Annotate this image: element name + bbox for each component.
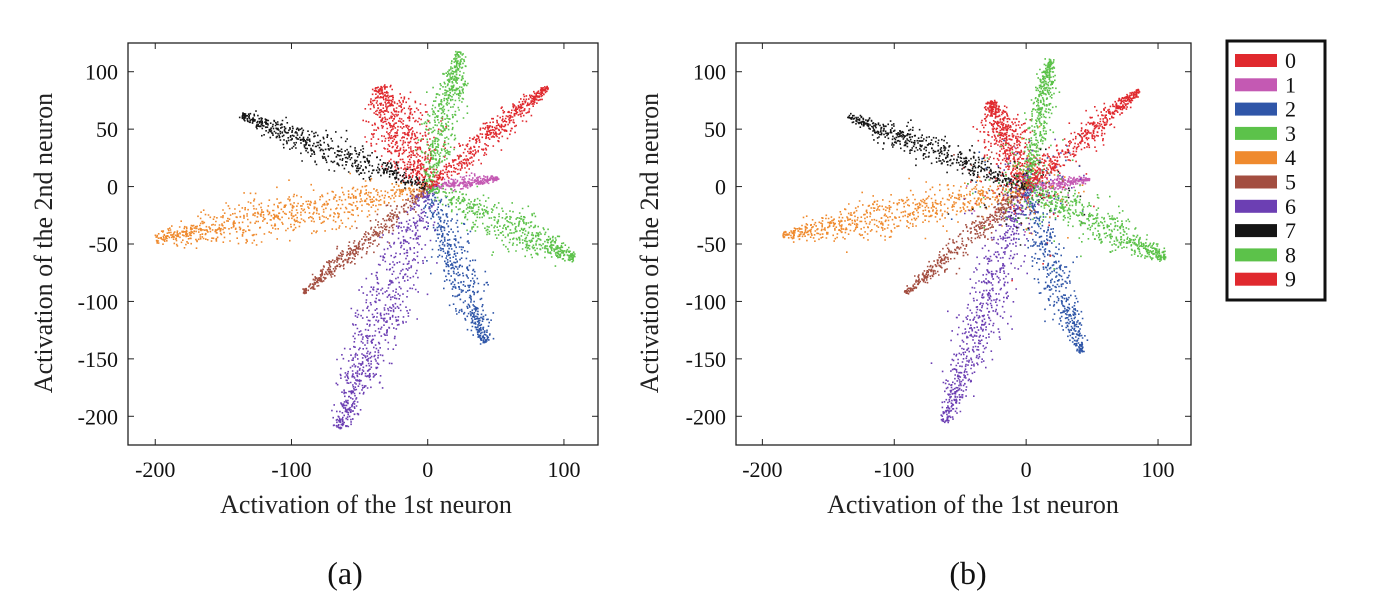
series-1: [966, 146, 1091, 233]
series-0: [362, 84, 447, 189]
series-3: [414, 50, 469, 187]
y-tick-label: -200: [686, 404, 726, 429]
x-tick-label: -100: [271, 457, 311, 482]
legend-label-9: 9: [1285, 267, 1296, 292]
x-tick-label: -100: [874, 457, 914, 482]
series-1-points: [428, 172, 500, 192]
y-tick-label: -50: [89, 232, 118, 257]
scatter-points: [154, 50, 576, 430]
x-tick-label: -200: [135, 457, 175, 482]
series-8-points: [1030, 185, 1167, 262]
y-tick-label: -200: [78, 404, 118, 429]
series-5-points: [903, 186, 1028, 295]
series-4-points: [782, 177, 1027, 253]
series-9: [980, 88, 1141, 257]
legend-label-8: 8: [1285, 242, 1296, 267]
series-3-points: [1021, 58, 1061, 188]
series-9: [426, 85, 549, 190]
series-2-points: [1022, 187, 1089, 354]
y-tick-label: -100: [686, 289, 726, 314]
series-9-points: [1027, 88, 1141, 189]
y-tick-label: 0: [715, 175, 726, 200]
legend-swatch-2: [1235, 102, 1277, 116]
legend-swatch-6: [1235, 199, 1277, 213]
series-9-points: [426, 85, 549, 190]
series-1: [428, 172, 500, 192]
legend-label-4: 4: [1285, 145, 1296, 170]
series-5: [903, 145, 1068, 295]
y-tick-label: 100: [85, 60, 118, 85]
x-tick-label: 100: [1142, 457, 1175, 482]
x-tick-label: 100: [547, 457, 580, 482]
series-4: [154, 172, 429, 249]
legend-label-7: 7: [1285, 218, 1296, 243]
panel-a-ylabel: Activation of the 2nd neuron: [29, 93, 58, 393]
y-tick-label: 50: [96, 117, 118, 142]
series-8-points: [426, 183, 576, 267]
y-tick-label: 0: [107, 175, 118, 200]
legend-swatch-3: [1235, 126, 1277, 140]
panel-b-xlabel: Activation of the 1st neuron: [827, 490, 1119, 519]
y-tick-label: -150: [686, 347, 726, 372]
series-0-points: [362, 84, 447, 189]
panel-b-caption: (b): [949, 555, 986, 591]
legend-swatch-8: [1235, 248, 1277, 262]
series-4: [782, 125, 1085, 253]
legend-swatch-9: [1235, 272, 1277, 286]
x-tick-label: 0: [1021, 457, 1032, 482]
legend-label-3: 3: [1285, 121, 1296, 146]
panel-a-caption: (a): [327, 555, 363, 591]
series-7: [238, 110, 427, 190]
legend-swatch-4: [1235, 151, 1277, 165]
series-8: [967, 137, 1167, 262]
y-tick-label: -50: [697, 232, 726, 257]
series-6: [930, 138, 1085, 424]
series-4-points: [154, 172, 429, 249]
series-6: [331, 190, 438, 430]
series-1-points: [1027, 175, 1091, 192]
panel-b: -200 -100 0 100 -200 -150 -100 -50 0 50 100: [686, 42, 1192, 482]
y-tick-label: -150: [78, 347, 118, 372]
legend-label-6: 6: [1285, 194, 1296, 219]
legend-label-5: 5: [1285, 170, 1296, 195]
series-2-points: [422, 185, 495, 345]
scatter-points: [782, 58, 1167, 424]
panel-b-ylabel: Activation of the 2nd neuron: [635, 93, 664, 393]
panel-a: -200 -100 0 100 -200 -150 -100 -50 0 50 100: [78, 42, 599, 482]
series-3-points: [414, 50, 469, 187]
series-2: [950, 139, 1089, 354]
series-3: [979, 58, 1099, 270]
legend-label-0: 0: [1285, 48, 1296, 73]
y-tick-label: -100: [78, 289, 118, 314]
series-7: [847, 112, 1086, 246]
legend-swatch-0: [1235, 54, 1277, 67]
legend-swatch-5: [1235, 175, 1277, 189]
series-2: [422, 185, 495, 345]
panel-a-xlabel: Activation of the 1st neuron: [220, 490, 512, 519]
legend-label-1: 1: [1285, 72, 1296, 97]
series-7-points: [238, 110, 427, 190]
y-tick-label: 50: [704, 117, 726, 142]
legend-swatch-7: [1235, 224, 1277, 238]
legend-label-2: 2: [1285, 97, 1296, 122]
series-8: [426, 183, 576, 267]
series-6-points: [930, 188, 1033, 424]
series-6-points: [331, 190, 438, 430]
y-tick-label: 100: [693, 60, 726, 85]
series-7-points: [847, 112, 1028, 190]
x-tick-label: 0: [422, 457, 433, 482]
legend-swatch-1: [1235, 78, 1277, 92]
x-tick-label: -200: [742, 457, 782, 482]
series-5-points: [302, 185, 430, 295]
series-5: [302, 185, 430, 295]
